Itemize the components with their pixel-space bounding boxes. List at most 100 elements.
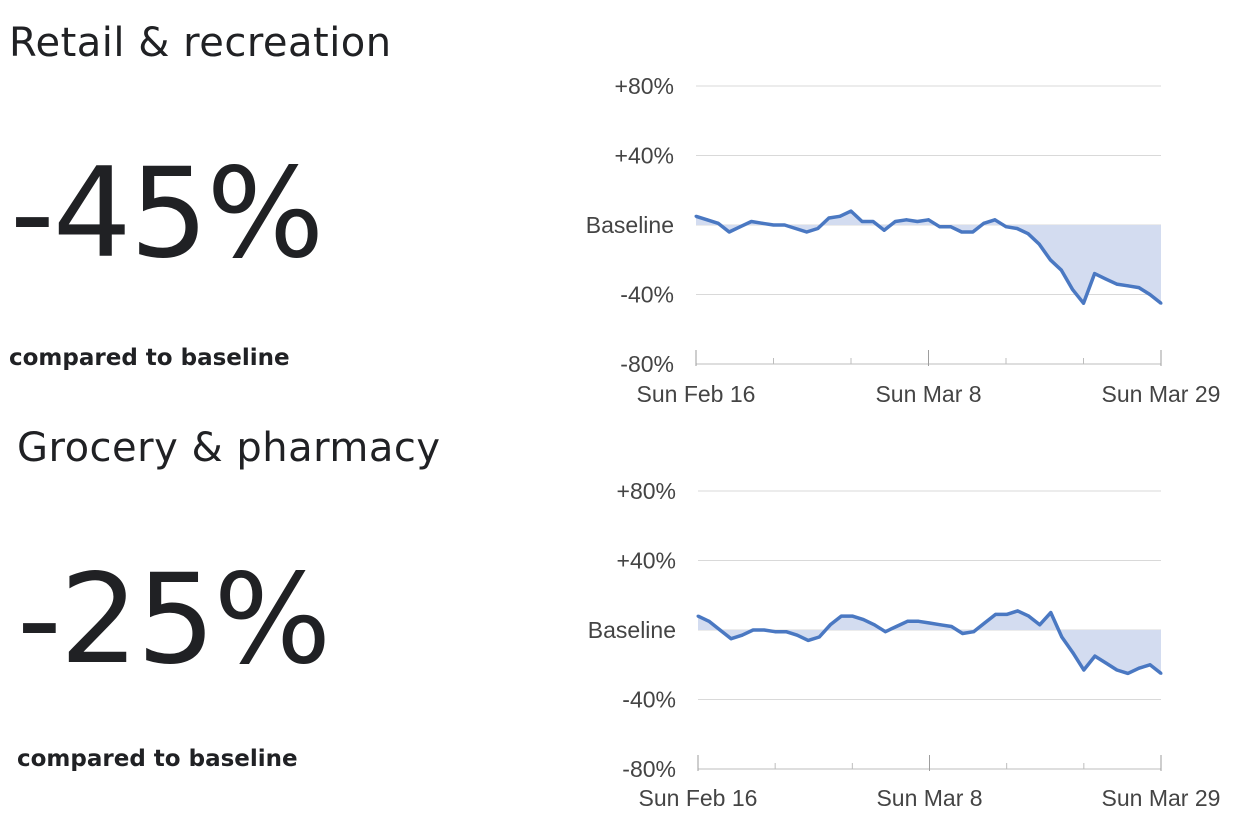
- data-point: [939, 623, 942, 627]
- y-tick-label: +40%: [617, 548, 676, 574]
- data-point: [894, 625, 898, 628]
- data-point: [795, 633, 799, 637]
- data-point: [727, 230, 731, 234]
- data-point: [707, 619, 711, 623]
- data-point: [794, 227, 798, 230]
- data-point: [1137, 666, 1141, 670]
- data-point: [1048, 258, 1052, 262]
- data-point: [716, 221, 720, 225]
- grocery-pharmacy-section: Grocery & pharmacy -25% compared to base…: [17, 425, 1220, 811]
- data-point: [1159, 671, 1163, 675]
- data-point: [882, 228, 886, 232]
- data-point: [694, 214, 698, 218]
- data-point: [861, 618, 865, 622]
- data-point: [760, 221, 764, 225]
- data-point: [960, 230, 964, 234]
- data-point: [1082, 668, 1086, 672]
- data-point: [883, 630, 887, 634]
- percent-change-value: -45%: [10, 142, 324, 286]
- data-point: [1148, 293, 1152, 296]
- y-tick-label: -80%: [620, 351, 674, 377]
- x-tick-label: Sun Mar 8: [876, 785, 982, 811]
- data-point: [917, 619, 920, 623]
- data-point: [828, 623, 832, 627]
- y-tick-label: Baseline: [588, 617, 676, 643]
- data-point: [1038, 623, 1042, 627]
- data-point: [751, 628, 755, 632]
- data-point: [1059, 268, 1063, 272]
- x-tick-label: Sun Feb 16: [637, 381, 756, 407]
- data-point: [993, 218, 997, 222]
- data-point: [705, 218, 709, 222]
- data-point: [749, 220, 753, 223]
- data-point: [773, 630, 777, 634]
- data-point: [949, 225, 953, 229]
- data-point: [1148, 663, 1152, 667]
- y-tick-label: -80%: [622, 756, 676, 782]
- data-point: [1015, 227, 1019, 230]
- y-tick-label: +80%: [615, 73, 674, 99]
- data-point: [1126, 284, 1130, 288]
- data-point: [783, 223, 787, 227]
- data-point: [784, 630, 788, 634]
- data-point: [817, 635, 821, 639]
- data-point: [906, 619, 909, 623]
- data-point: [972, 630, 976, 634]
- series-area-fill: [696, 211, 1161, 304]
- data-point: [1082, 301, 1085, 305]
- data-point: [1005, 612, 1009, 616]
- data-point: [860, 220, 864, 223]
- data-point: [762, 628, 766, 632]
- data-point: [927, 218, 930, 222]
- data-point: [849, 209, 853, 213]
- data-point: [729, 637, 733, 641]
- data-point: [1104, 661, 1108, 665]
- x-tick-label: Sun Mar 29: [1102, 381, 1221, 407]
- data-point: [738, 225, 742, 229]
- data-point: [850, 614, 854, 618]
- data-point: [718, 628, 722, 632]
- data-point: [1037, 242, 1041, 246]
- data-point: [983, 621, 987, 625]
- data-point: [938, 225, 942, 229]
- data-point: [805, 230, 809, 234]
- data-point: [696, 614, 700, 618]
- data-point: [1026, 232, 1030, 236]
- comparison-caption: compared to baseline: [9, 345, 290, 371]
- y-tick-label: -40%: [620, 282, 674, 308]
- data-point: [1070, 287, 1074, 291]
- data-point: [838, 214, 842, 218]
- data-point: [1137, 286, 1141, 290]
- data-point: [1071, 651, 1075, 655]
- data-point: [961, 632, 965, 635]
- data-point: [928, 621, 931, 625]
- x-tick-label: Sun Mar 29: [1102, 785, 1221, 811]
- data-point: [904, 218, 908, 222]
- data-point: [772, 223, 775, 227]
- data-point: [827, 216, 831, 220]
- y-tick-label: +40%: [615, 143, 674, 169]
- data-point: [915, 220, 919, 223]
- data-point: [1027, 614, 1031, 618]
- data-point: [1115, 668, 1119, 672]
- retail-recreation-section: Retail & recreation -45% compared to bas…: [9, 20, 1221, 407]
- data-point: [982, 221, 986, 225]
- data-point: [871, 220, 875, 223]
- data-point: [1093, 272, 1097, 276]
- y-tick-label: -40%: [622, 687, 676, 713]
- data-point: [1126, 671, 1130, 675]
- section-title: Retail & recreation: [9, 20, 392, 66]
- data-point: [1060, 635, 1064, 639]
- data-point: [1104, 277, 1108, 281]
- data-point: [994, 612, 998, 616]
- x-tick-label: Sun Feb 16: [639, 785, 758, 811]
- data-point: [971, 230, 975, 234]
- data-point: [1004, 225, 1008, 229]
- data-point: [1016, 609, 1020, 613]
- x-tick-label: Sun Mar 8: [875, 381, 981, 407]
- data-point: [1115, 282, 1119, 286]
- series-area-fill: [698, 610, 1161, 674]
- y-tick-label: Baseline: [586, 212, 674, 238]
- retail-recreation-chart: +80% +40% Baseline -40% -80% Sun Feb 16 Sun Ma…: [586, 73, 1221, 407]
